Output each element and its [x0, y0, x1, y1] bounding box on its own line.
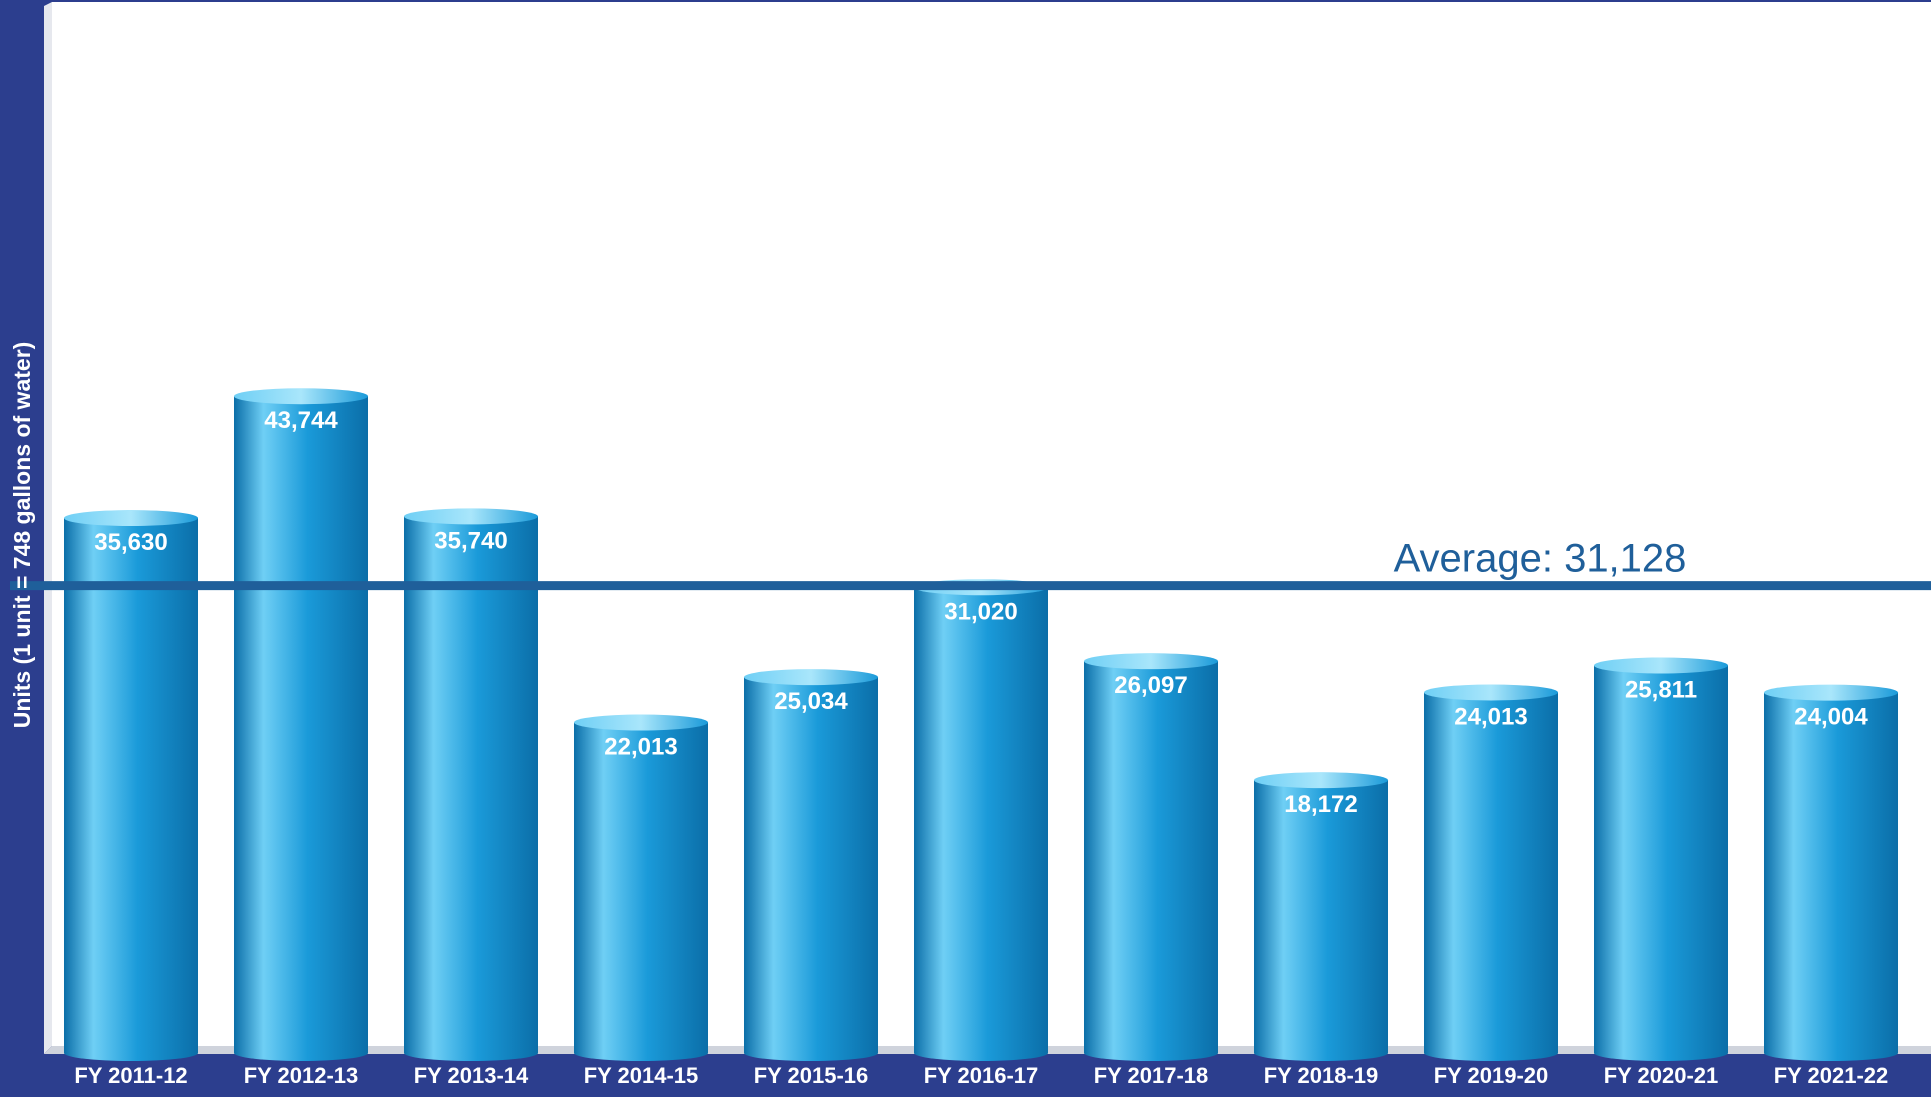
- bar-base: [234, 1045, 368, 1061]
- bar: [574, 722, 708, 1053]
- data-label: 18,172: [1284, 791, 1357, 818]
- bar: [234, 396, 368, 1053]
- plot-side-wall: [44, 2, 52, 1054]
- bar-cap: [1424, 684, 1558, 701]
- x-axis-tick-labels: FY 2011-12 FY 2012-13 FY 2013-14 FY 2014-15…: [74, 1063, 1888, 1088]
- bar-group: 24,013: [1424, 684, 1558, 1061]
- x-tick-label: FY 2012-13: [244, 1063, 359, 1088]
- bar-base: [914, 1045, 1048, 1061]
- data-label: 26,097: [1114, 672, 1187, 699]
- bar-cap: [574, 714, 708, 731]
- bar-base: [1594, 1045, 1728, 1061]
- bar-group: 35,630: [64, 510, 198, 1061]
- bar: [1764, 692, 1898, 1053]
- bar-group: 18,172: [1254, 772, 1388, 1061]
- bar-base: [64, 1045, 198, 1061]
- bar-group: 35,740: [404, 508, 538, 1061]
- x-tick-label: FY 2020-21: [1604, 1063, 1719, 1088]
- data-label: 24,013: [1454, 703, 1527, 730]
- bar: [1594, 665, 1728, 1053]
- bar-group: 24,004: [1764, 684, 1898, 1061]
- bar-cap: [1254, 772, 1388, 789]
- bar-base: [744, 1045, 878, 1061]
- bar-cap: [404, 508, 538, 525]
- bar-base: [574, 1045, 708, 1061]
- bar-base: [1084, 1045, 1218, 1061]
- bar: [914, 587, 1048, 1053]
- bar-group: 43,744: [234, 388, 368, 1061]
- x-tick-label: FY 2017-18: [1094, 1063, 1209, 1088]
- data-label: 24,004: [1794, 704, 1868, 731]
- data-label: 25,034: [774, 688, 848, 715]
- x-tick-label: FY 2016-17: [924, 1063, 1039, 1088]
- bar-cap: [744, 669, 878, 686]
- bar-group: 26,097: [1084, 653, 1218, 1061]
- bar-cap: [1084, 653, 1218, 670]
- bar-base: [1254, 1045, 1388, 1061]
- bar-group: 31,020: [914, 579, 1048, 1061]
- y-axis-label: Units (1 unit = 748 gallons of water): [9, 342, 35, 729]
- bar-base: [1764, 1045, 1898, 1061]
- x-tick-label: FY 2015-16: [754, 1063, 869, 1088]
- bars: 35,630 43,744 35,740 22,013 25,034 31,020 26,0…: [64, 388, 1898, 1061]
- x-tick-label: FY 2013-14: [414, 1063, 529, 1088]
- data-label: 25,811: [1625, 676, 1697, 703]
- bar-cap: [64, 510, 198, 527]
- x-tick-label: FY 2014-15: [584, 1063, 699, 1088]
- x-tick-label: FY 2011-12: [74, 1063, 187, 1088]
- bar-cap: [234, 388, 368, 405]
- bar: [404, 516, 538, 1053]
- data-label: 35,740: [434, 527, 507, 554]
- data-label: 35,630: [94, 529, 167, 556]
- data-label: 22,013: [604, 733, 677, 760]
- x-tick-label: FY 2021-22: [1774, 1063, 1889, 1088]
- bar-base: [1424, 1045, 1558, 1061]
- bar: [1424, 692, 1558, 1053]
- average-label: Average: 31,128: [1394, 537, 1687, 581]
- bar-cap: [1764, 684, 1898, 701]
- bar-base: [404, 1045, 538, 1061]
- bar: [1084, 661, 1218, 1053]
- data-label: 31,020: [944, 598, 1017, 625]
- bar-group: 25,034: [744, 669, 878, 1061]
- bar: [744, 677, 878, 1053]
- bar: [64, 518, 198, 1053]
- bar-cap: [1594, 657, 1728, 674]
- x-tick-label: FY 2018-19: [1264, 1063, 1379, 1088]
- bar: [1254, 780, 1388, 1053]
- x-tick-label: FY 2019-20: [1434, 1063, 1549, 1088]
- bar-group: 25,811: [1594, 657, 1728, 1061]
- data-label: 43,744: [264, 407, 338, 434]
- bar-group: 22,013: [574, 714, 708, 1061]
